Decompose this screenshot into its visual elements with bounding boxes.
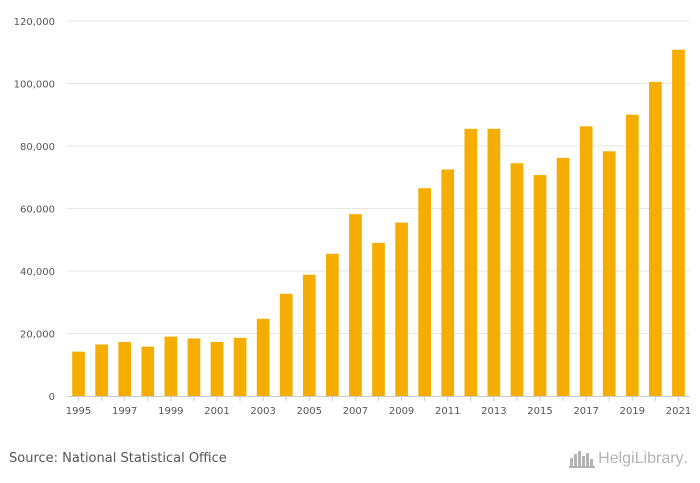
bar-2012[interactable] [464, 128, 478, 396]
x-tick-label: 2007 [343, 406, 368, 417]
x-tick-label: 1995 [66, 406, 91, 417]
source-note: Source: National Statistical Office [9, 451, 227, 466]
x-tick-label: 2021 [666, 406, 691, 417]
x-tick-label: 2019 [620, 406, 645, 417]
bar-2004[interactable] [279, 293, 293, 396]
bar-2014[interactable] [510, 163, 524, 396]
bar-2002[interactable] [233, 337, 247, 396]
y-axis-tick-labels: 0 20,000 40,000 60,000 80,000 100,000 120,000 [14, 17, 55, 403]
bars [72, 49, 685, 397]
x-tick-label: 2013 [481, 406, 506, 417]
bar-2010[interactable] [418, 188, 431, 396]
bar-2005[interactable] [302, 274, 316, 396]
bar-2015[interactable] [533, 175, 547, 396]
y-tick-label: 60,000 [20, 205, 55, 216]
bar-1995[interactable] [72, 351, 85, 396]
logo-dot: . [683, 450, 688, 467]
bar-2007[interactable] [349, 214, 362, 396]
bar-2016[interactable] [556, 157, 570, 396]
x-tick-label: 2003 [250, 406, 275, 417]
logo-text: HelgiLibrary [598, 450, 684, 467]
x-tick-label: 1997 [112, 406, 137, 417]
bar-1999[interactable] [164, 336, 178, 396]
bar-2021[interactable] [672, 49, 685, 396]
bar-chart: 020,00040,00060,00080,000100,000120,000 … [14, 17, 692, 417]
bar-2003[interactable] [256, 318, 270, 396]
bar-2011[interactable] [441, 169, 455, 396]
bar-2020[interactable] [649, 81, 662, 396]
helgi-library-logo[interactable]: HelgiLibrary. [569, 450, 688, 468]
bar-1998[interactable] [141, 346, 155, 396]
y-tick-label: 0 [49, 392, 55, 403]
bar-2000[interactable] [187, 338, 201, 397]
x-tick-label: 2015 [527, 406, 552, 417]
x-tick-label: 2005 [297, 406, 322, 417]
bar-2013[interactable] [487, 128, 501, 396]
x-axis-ticks [78, 396, 679, 401]
bar-2009[interactable] [395, 222, 408, 396]
bar-1996[interactable] [95, 344, 108, 396]
x-tick-label: 1999 [158, 406, 183, 417]
x-axis-tick-labels: 1995 1997 1999 2001 2003 2005 2007 2009 2011 2013… [66, 406, 691, 417]
x-tick-label: 2017 [573, 406, 598, 417]
y-tick-label: 120,000 [14, 17, 55, 28]
y-tick-label: 40,000 [20, 267, 55, 278]
bar-2008[interactable] [372, 242, 385, 396]
bar-2006[interactable] [326, 253, 339, 396]
y-tick-label: 20,000 [20, 330, 55, 341]
bar-2017[interactable] [579, 126, 593, 396]
bar-2019[interactable] [625, 114, 639, 396]
x-tick-label: 2001 [204, 406, 229, 417]
bar-2001[interactable] [210, 341, 224, 396]
bar-2018[interactable] [602, 151, 616, 396]
city-skyline-icon [569, 451, 596, 468]
y-tick-label: 100,000 [14, 80, 55, 91]
y-tick-label: 80,000 [20, 142, 55, 153]
bar-1997[interactable] [118, 341, 132, 396]
x-tick-label: 2011 [435, 406, 460, 417]
x-tick-label: 2009 [389, 406, 414, 417]
